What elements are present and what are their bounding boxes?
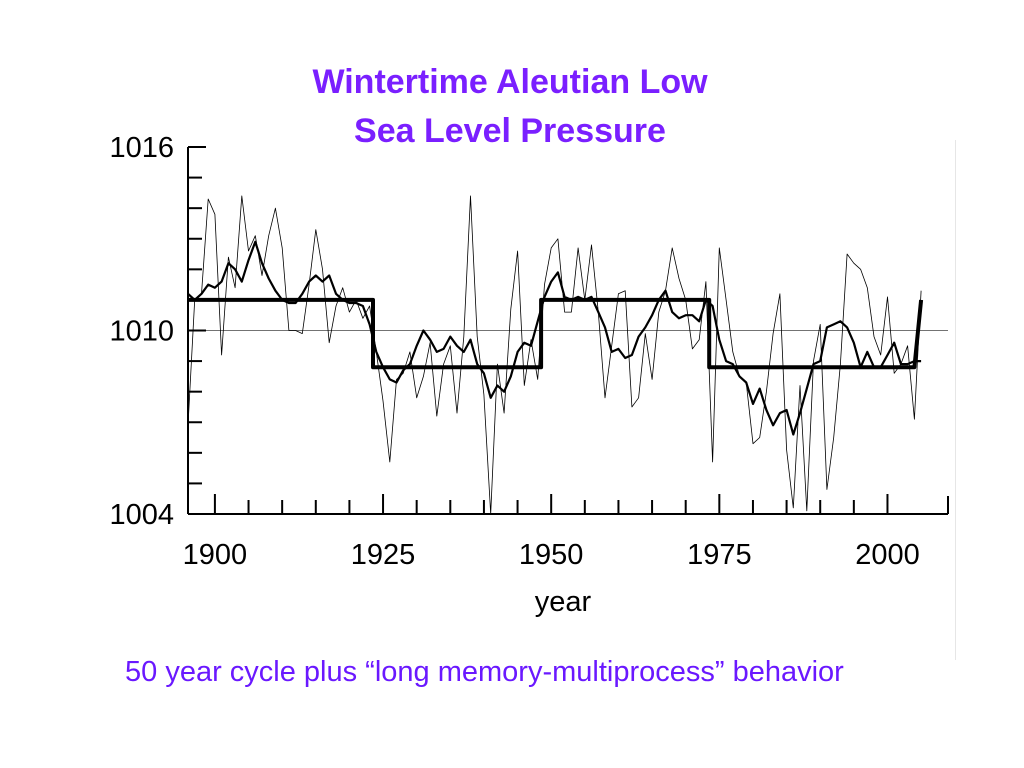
chart-title: Wintertime Aleutian Low: [312, 63, 708, 101]
regime-mean-line: [188, 297, 924, 370]
page-edge-divider: [955, 140, 956, 660]
annual-values-line: [187, 195, 922, 515]
chart-marks: [187, 195, 924, 515]
y-tick-label: 1010: [109, 316, 174, 348]
x-tick-label: 1900: [183, 539, 248, 571]
y-tick-label: 1016: [109, 132, 174, 164]
x-tick-label: 1950: [519, 539, 584, 571]
x-axis-label: year: [535, 586, 592, 618]
x-tick-label: 2000: [855, 539, 920, 571]
y-tick-label: 1004: [109, 499, 174, 531]
chart-axes: 1004 1010 1016 1900 1925 1950 1975 2000: [109, 132, 949, 571]
smoothed-values-line: [187, 240, 922, 436]
chart-subtitle: Sea Level Pressure: [354, 112, 666, 150]
caption: 50 year cycle plus “long memory-multipro…: [125, 656, 844, 688]
x-tick-label: 1975: [687, 539, 752, 571]
x-tick-label: 1925: [351, 539, 416, 571]
